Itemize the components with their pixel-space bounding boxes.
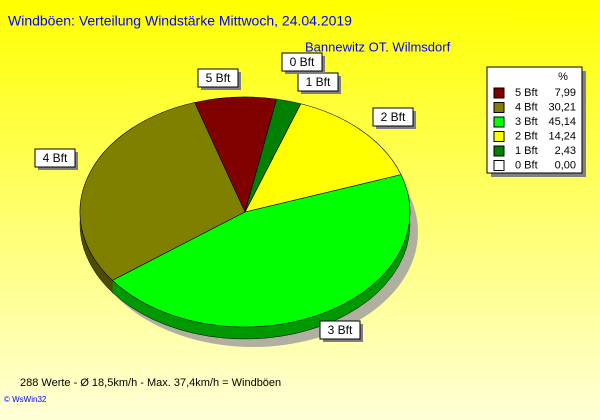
legend-value: 7,99 (555, 87, 576, 99)
slice (244, 99, 277, 213)
legend-value: 45,14 (548, 116, 576, 128)
slice-label: 5 Bft (206, 71, 231, 85)
legend-label: 0 Bft (515, 159, 538, 171)
label-box (34, 148, 76, 168)
credit: © WsWin32 (4, 395, 47, 404)
slice-label: 0 Bft (290, 55, 315, 69)
legend-label: 3 Bft (515, 116, 538, 128)
label-box (319, 320, 361, 340)
slice-label: 2 Bft (381, 110, 406, 124)
legend-value: 14,24 (548, 130, 576, 142)
label-box (281, 52, 323, 72)
slice (244, 103, 402, 213)
slice-label: 4 Bft (43, 151, 68, 165)
slice-labels: 5 Bft 4 Bft 3 Bft 2 Bft 1 Bft 0 Bft (34, 52, 416, 342)
legend-value: 30,21 (548, 101, 576, 113)
legend-swatch (493, 87, 505, 99)
legend-entries: 5 Bft 7,99 4 Bft 30,21 3 Bft 45,14 2 Bft 14,24 1… (493, 87, 576, 171)
label-box (197, 68, 239, 88)
legend-value: 0,00 (555, 159, 576, 171)
legend-value: 2,43 (555, 145, 576, 157)
legend-swatch (493, 131, 505, 142)
slice (111, 174, 411, 328)
slice (79, 102, 246, 281)
legend-label: 4 Bft (515, 101, 538, 113)
legend-label: 1 Bft (515, 145, 538, 157)
footer: 288 Werte - Ø 18,5km/h - Max. 37,4km/h =… (20, 377, 281, 389)
legend-swatch (493, 116, 505, 128)
legend-label: 5 Bft (515, 87, 538, 99)
chart-title: Windböen: Verteilung Windstärke Mittwoch… (8, 13, 352, 29)
legend-swatch (493, 145, 505, 157)
legend-swatch (493, 102, 505, 113)
slice-label: 3 Bft (328, 323, 353, 337)
legend-swatch (493, 160, 505, 171)
legend-title: % (558, 71, 568, 83)
label-box (372, 107, 414, 127)
slice-label: 1 Bft (306, 75, 331, 89)
pie (79, 96, 418, 347)
chart-subtitle: Bannewitz OT. Wilmsdorf (305, 39, 451, 54)
legend-label: 2 Bft (515, 130, 538, 142)
slice (244, 98, 302, 213)
